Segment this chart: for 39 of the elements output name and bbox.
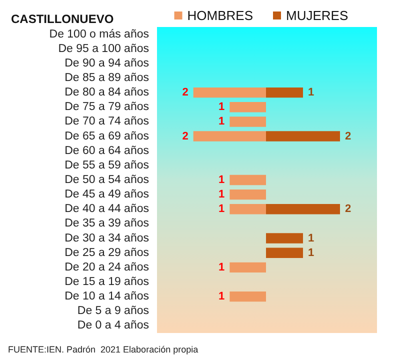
data-label: 1 (218, 261, 225, 274)
source-note: FUENTE:IEN. Padrón 2021 Elaboración propia (8, 344, 198, 354)
data-label: 1 (218, 188, 225, 201)
chart-title: CASTILLONUEVO (11, 12, 114, 26)
data-label: 1 (218, 116, 225, 128)
y-tick-label: De 50 a 54 años (64, 174, 150, 186)
data-label: 1 (218, 290, 225, 303)
data-label: 1 (308, 232, 314, 244)
y-tick-label: De 25 a 29 años (64, 246, 150, 259)
data-label: 1 (218, 101, 225, 114)
y-tick-label: De 45 a 49 años (64, 188, 150, 201)
y-tick-label: De 85 a 89 años (64, 72, 150, 84)
y-tick-label: De 60 a 64 años (64, 144, 150, 157)
y-tick-label: De 35 a 39 años (64, 218, 150, 230)
y-tick-label: De 70 a 74 años (64, 116, 150, 128)
y-tick-label: De 10 a 14 años (64, 290, 150, 303)
data-label: 1 (308, 86, 314, 99)
y-tick-label: De 100 o más años (49, 28, 150, 40)
y-tick-label: De 20 a 24 años (64, 261, 150, 274)
y-tick-label: De 15 a 19 años (64, 276, 150, 288)
data-label: 2 (345, 130, 352, 142)
data-label: 1 (308, 246, 314, 259)
y-tick-label: De 80 a 84 años (64, 86, 150, 99)
y-tick-label: De 75 a 79 años (64, 101, 150, 114)
y-tick-label: De 65 a 69 años (64, 130, 150, 142)
y-tick-label: De 55 a 59 años (64, 159, 150, 172)
data-label: 1 (218, 174, 225, 186)
y-tick-label: De 95 a 100 años (58, 42, 150, 55)
data-label: 2 (182, 130, 188, 142)
y-tick-label: De 0 a 4 años (77, 320, 150, 332)
y-tick-label: De 40 a 44 años (64, 203, 150, 216)
y-tick-label: De 90 a 94 años (64, 57, 150, 70)
legend-label: HOMBRES (187, 8, 254, 23)
y-tick-label: De 30 a 34 años (64, 232, 150, 244)
data-label: 2 (182, 86, 188, 99)
y-tick-label: De 5 a 9 años (77, 305, 150, 318)
data-label: 1 (218, 203, 225, 216)
data-label: 2 (345, 203, 352, 216)
legend-label: MUJERES (286, 8, 348, 23)
